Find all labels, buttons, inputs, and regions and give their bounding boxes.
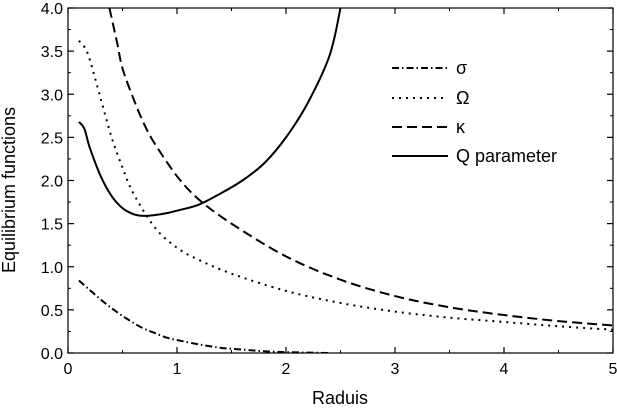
tick-labels-layer: 0 1 2 3 4 5 0.0 0.5 1.0 1.5 2.0 2.5 3.0 3.5 4.0: [41, 1, 617, 378]
x-tick-label: 3: [391, 361, 400, 378]
series-line-kappa: [108, 8, 613, 327]
x-tick-label: 2: [282, 361, 291, 378]
legend: σΩκ Q parameter: [392, 58, 557, 166]
legend-label-sigma: σ: [456, 58, 467, 78]
series-line-sigma: [78, 279, 330, 353]
series-line-omega: [78, 40, 613, 331]
x-tick-label: 0: [64, 361, 73, 378]
series-layer: [78, 8, 613, 353]
y-tick-label: 0.0: [41, 346, 63, 363]
x-axis-title: Raduis: [312, 388, 368, 408]
y-tick-label: 3.0: [41, 87, 63, 104]
y-tick-label: 3.5: [41, 44, 63, 61]
series-line-q-parameter: [78, 8, 342, 217]
y-tick-label: 1.5: [41, 217, 63, 234]
y-tick-label: 2.0: [41, 174, 63, 191]
x-tick-label: 1: [173, 361, 182, 378]
y-axis-title: Equilibrium functions: [0, 107, 19, 273]
x-tick-label: 4: [500, 361, 509, 378]
legend-label-q-parameter: Q parameter: [456, 146, 557, 166]
x-tick-label: 5: [609, 361, 617, 378]
legend-label-kappa: κ: [456, 117, 466, 137]
y-tick-label: 4.0: [41, 1, 63, 18]
ticks-layer: [67, 7, 614, 354]
y-tick-label: 0.5: [41, 303, 63, 320]
legend-label-omega: Ω: [456, 88, 469, 108]
y-tick-label: 1.0: [41, 260, 63, 277]
y-tick-label: 2.5: [41, 130, 63, 147]
